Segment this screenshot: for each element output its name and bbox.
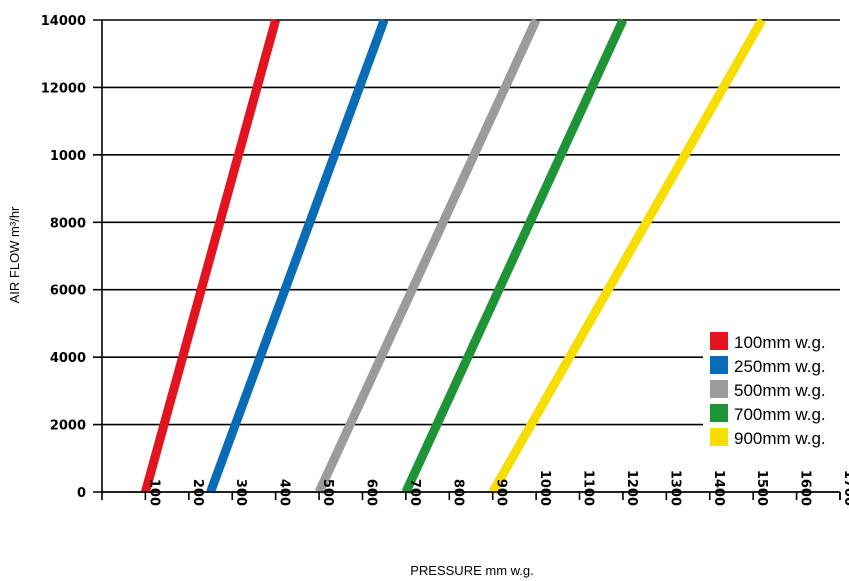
x-tick-label: 1200 bbox=[624, 470, 639, 506]
legend-label: 250mm w.g. bbox=[734, 357, 826, 376]
legend-swatch bbox=[710, 332, 728, 350]
legend-swatch bbox=[710, 404, 728, 422]
x-tick-label: 1300 bbox=[667, 470, 682, 506]
x-tick-label: 1600 bbox=[798, 470, 813, 506]
x-tick-label: 400 bbox=[277, 479, 292, 506]
x-tick-label: 1400 bbox=[711, 470, 726, 506]
legend-swatch bbox=[710, 428, 728, 446]
x-tick-label: 900 bbox=[494, 479, 509, 506]
x-tick-label: 500 bbox=[320, 479, 335, 506]
x-axis-title: PRESSURE mm w.g. bbox=[410, 563, 534, 578]
x-tick-label: 600 bbox=[363, 479, 378, 506]
legend: 100mm w.g. 250mm w.g. 500mm w.g. 700mm w.g.… bbox=[703, 326, 847, 462]
series-line-1 bbox=[141, 18, 280, 494]
x-tick-labels: 100 200 300 400 500 600 700 800 900 1000 1100 1200 1… bbox=[146, 470, 849, 506]
y-tick-label: 12000 bbox=[41, 81, 86, 96]
x-tick-label: 1100 bbox=[581, 470, 596, 506]
series-lines bbox=[141, 17, 766, 495]
y-tick-label: 0 bbox=[77, 486, 86, 501]
y-tick-label: 8000 bbox=[50, 216, 86, 231]
legend-swatch bbox=[710, 380, 728, 398]
legend-label: 900mm w.g. bbox=[734, 429, 826, 448]
x-tick-label: 300 bbox=[233, 479, 248, 506]
y-tick-label: 1000 bbox=[50, 149, 86, 164]
x-tick-label: 100 bbox=[146, 479, 161, 506]
x-tick-label: 800 bbox=[450, 479, 465, 506]
series-line-3 bbox=[314, 18, 541, 494]
legend-swatch bbox=[710, 356, 728, 374]
y-tick-label: 2000 bbox=[50, 419, 86, 434]
y-tick-label: 4000 bbox=[50, 351, 86, 366]
x-tick-label: 700 bbox=[407, 479, 422, 506]
legend-label: 700mm w.g. bbox=[734, 405, 826, 424]
series-line-5 bbox=[488, 17, 766, 495]
y-tick-labels: 0 2000 4000 6000 8000 1000 12000 14000 bbox=[41, 14, 86, 501]
legend-label: 100mm w.g. bbox=[734, 333, 826, 352]
x-tick-label: 1700 bbox=[841, 470, 849, 506]
legend-label: 500mm w.g. bbox=[734, 381, 826, 400]
series-line-4 bbox=[401, 18, 628, 494]
x-tick-label: 1500 bbox=[754, 470, 769, 506]
x-tick-label: 200 bbox=[190, 479, 205, 506]
x-tick-label: 1000 bbox=[537, 470, 552, 506]
axes bbox=[101, 20, 841, 500]
y-axis-title: AIR FLOW m³/hr bbox=[7, 206, 22, 303]
y-tick-label: 6000 bbox=[50, 284, 86, 299]
y-tick-label: 14000 bbox=[41, 14, 86, 29]
series-line-2 bbox=[206, 18, 389, 494]
